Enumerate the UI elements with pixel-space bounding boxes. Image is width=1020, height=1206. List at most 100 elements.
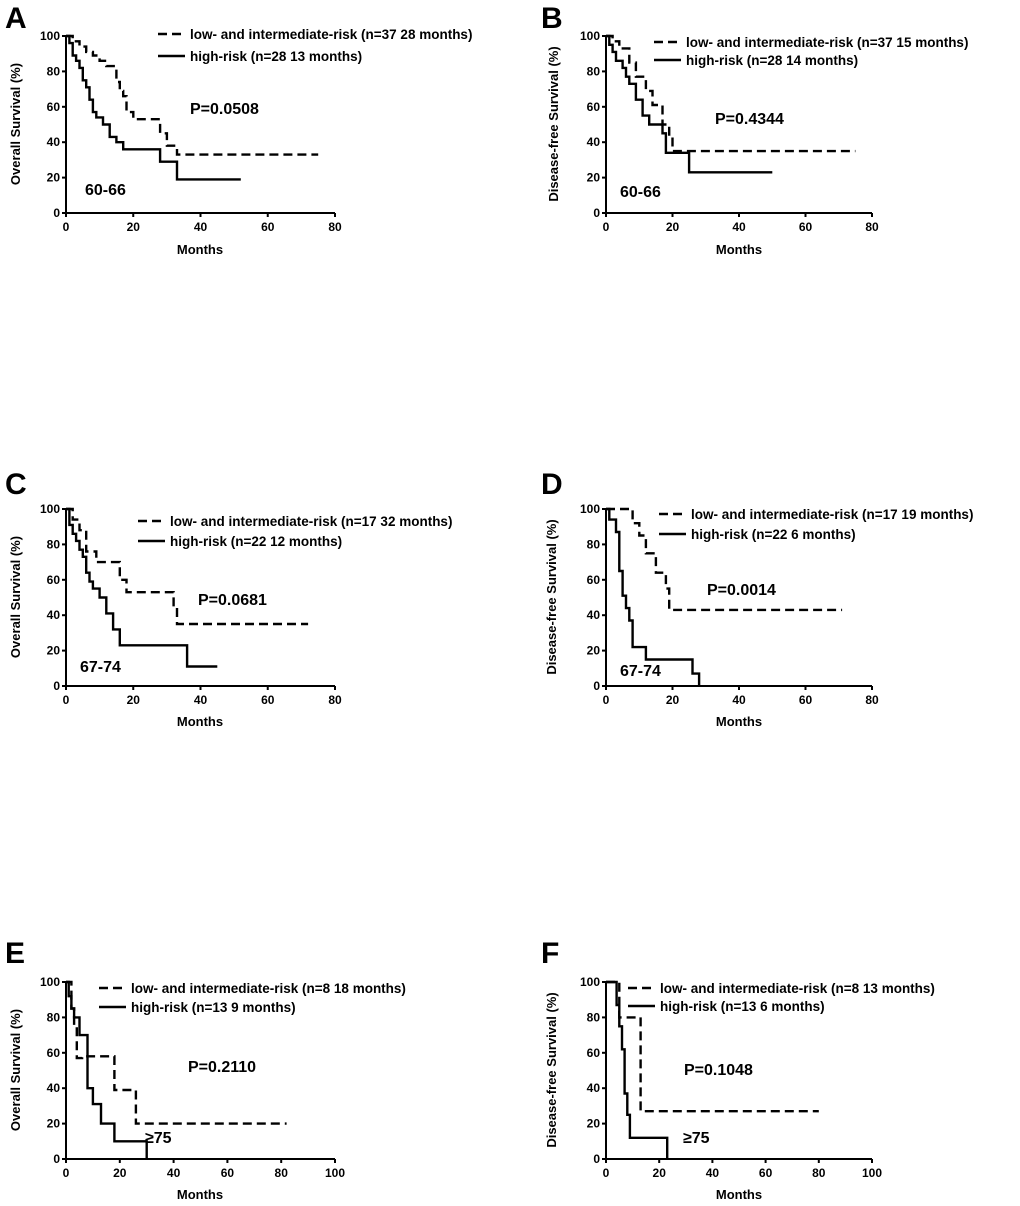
panel-a: A Overall Survival (%) Months P=0.0508 6… [5, 2, 472, 257]
km-curve-high-risk [606, 980, 669, 1159]
km-curve-low-intermediate-risk [606, 980, 819, 1113]
x-tick-label: 80 [275, 1166, 289, 1180]
y-axis-label: Overall Survival (%) [8, 63, 23, 185]
y-tick-label: 80 [587, 64, 601, 78]
p-value: P=0.0508 [190, 101, 259, 118]
y-tick-label: 0 [593, 679, 600, 693]
y-axis-label: Overall Survival (%) [8, 1009, 23, 1131]
y-tick-label: 80 [47, 1010, 61, 1024]
y-tick-label: 0 [53, 206, 60, 220]
x-tick-label: 60 [261, 693, 275, 707]
p-value: P=0.0681 [198, 592, 267, 609]
y-axis-label: Disease-free Survival (%) [546, 46, 561, 201]
p-value: P=0.0014 [707, 582, 776, 599]
x-axis-label: Months [716, 1187, 762, 1202]
panel-e: E Overall Survival (%) Months P=0.2110 ≥… [5, 937, 406, 1202]
y-tick-label: 60 [47, 100, 61, 114]
y-tick-label: 60 [47, 1046, 61, 1060]
km-curve-high-risk [66, 507, 218, 668]
x-tick-label: 60 [799, 693, 813, 707]
x-tick-label: 20 [666, 220, 680, 234]
y-axis-label: Disease-free Survival (%) [544, 519, 559, 674]
age-group-label: 60-66 [620, 184, 661, 201]
km-curve-low-intermediate-risk [66, 34, 319, 156]
y-tick-label: 80 [587, 537, 601, 551]
y-tick-label: 20 [587, 1117, 601, 1131]
x-tick-label: 20 [113, 1166, 127, 1180]
km-curve-low-intermediate-risk [66, 507, 309, 626]
x-tick-label: 60 [759, 1166, 773, 1180]
panel-letter: B [541, 2, 563, 35]
legend-label-high-risk: high-risk (n=22 6 months) [691, 527, 856, 542]
x-tick-label: 80 [328, 693, 342, 707]
x-tick-label: 80 [328, 220, 342, 234]
x-axis-label: Months [177, 242, 223, 257]
x-tick-label: 0 [603, 220, 610, 234]
y-tick-label: 60 [587, 1046, 601, 1060]
y-tick-label: 20 [587, 644, 601, 658]
y-tick-label: 80 [587, 1010, 601, 1024]
x-tick-label: 0 [63, 693, 70, 707]
km-curve-high-risk [66, 34, 241, 181]
legend-label-low-risk: low- and intermediate-risk (n=37 15 mont… [686, 35, 968, 50]
x-tick-label: 80 [812, 1166, 826, 1180]
y-tick-label: 60 [587, 573, 601, 587]
x-axis-label: Months [177, 1187, 223, 1202]
y-tick-label: 100 [580, 975, 600, 989]
y-tick-label: 40 [587, 1081, 601, 1095]
age-group-label: ≥75 [683, 1130, 710, 1147]
y-tick-label: 100 [40, 29, 60, 43]
y-tick-label: 20 [47, 171, 61, 185]
legend-label-low-risk: low- and intermediate-risk (n=8 18 month… [131, 981, 406, 996]
x-tick-label: 40 [732, 693, 746, 707]
y-tick-label: 0 [53, 1152, 60, 1166]
x-axis-label: Months [716, 242, 762, 257]
x-tick-label: 60 [221, 1166, 235, 1180]
y-tick-label: 40 [47, 1081, 61, 1095]
x-tick-label: 40 [194, 693, 208, 707]
y-tick-label: 100 [40, 502, 60, 516]
x-tick-label: 40 [194, 220, 208, 234]
y-tick-label: 100 [40, 975, 60, 989]
p-value: P=0.4344 [715, 111, 784, 128]
km-curve-low-intermediate-risk [606, 34, 856, 153]
x-tick-label: 0 [63, 1166, 70, 1180]
p-value: P=0.1048 [684, 1062, 753, 1079]
y-tick-label: 20 [47, 1117, 61, 1131]
km-curve-high-risk [606, 507, 701, 686]
panel-b: B Disease-free Survival (%) Months P=0.4… [541, 2, 968, 257]
x-tick-label: 40 [732, 220, 746, 234]
x-tick-label: 40 [167, 1166, 181, 1180]
y-tick-label: 40 [587, 608, 601, 622]
y-tick-label: 0 [593, 206, 600, 220]
x-tick-label: 100 [862, 1166, 882, 1180]
x-tick-label: 80 [865, 693, 879, 707]
x-tick-label: 40 [706, 1166, 720, 1180]
legend-label-high-risk: high-risk (n=13 9 months) [131, 1000, 296, 1015]
panel-letter: F [541, 937, 559, 970]
panel-letter: E [5, 937, 25, 970]
legend-label-low-risk: low- and intermediate-risk (n=37 28 mont… [190, 27, 472, 42]
y-tick-label: 80 [47, 64, 61, 78]
km-curve-high-risk [66, 980, 148, 1159]
x-tick-label: 60 [261, 220, 275, 234]
y-tick-label: 40 [47, 135, 61, 149]
panel-letter: C [5, 468, 27, 501]
x-axis-label: Months [716, 714, 762, 729]
legend-label-high-risk: high-risk (n=13 6 months) [660, 999, 825, 1014]
x-tick-label: 20 [653, 1166, 667, 1180]
x-tick-label: 100 [325, 1166, 345, 1180]
panel-f: F Disease-free Survival (%) Months P=0.1… [541, 937, 935, 1202]
km-curve-high-risk [606, 34, 773, 174]
y-tick-label: 100 [580, 502, 600, 516]
y-axis-label: Overall Survival (%) [8, 536, 23, 658]
legend-label-high-risk: high-risk (n=28 14 months) [686, 53, 858, 68]
age-group-label: 67-74 [80, 659, 121, 676]
x-tick-label: 80 [865, 220, 879, 234]
age-group-label: 67-74 [620, 663, 661, 680]
panel-letter: A [5, 2, 27, 35]
y-tick-label: 0 [53, 679, 60, 693]
age-group-label: ≥75 [145, 1130, 172, 1147]
x-tick-label: 20 [127, 693, 141, 707]
